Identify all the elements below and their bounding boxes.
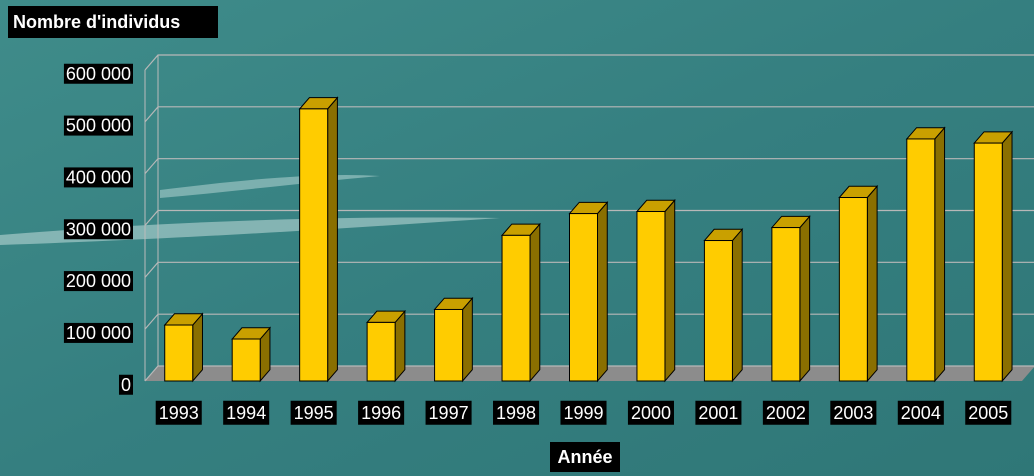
bar bbox=[772, 228, 800, 381]
bar bbox=[839, 198, 867, 381]
bar-side bbox=[665, 200, 675, 381]
x-tick-label: 1998 bbox=[496, 403, 536, 423]
bar-side bbox=[395, 311, 405, 381]
bar-side bbox=[935, 128, 945, 381]
bar bbox=[435, 309, 463, 381]
bar-side bbox=[530, 224, 540, 381]
x-tick-label: 2005 bbox=[968, 403, 1008, 423]
y-tick-label: 0 bbox=[121, 375, 131, 395]
bar-side bbox=[867, 186, 877, 381]
bar-side bbox=[598, 202, 608, 381]
x-tick-label: 2003 bbox=[833, 403, 873, 423]
y-tick-label: 400 000 bbox=[66, 167, 131, 187]
y-tick-label: 500 000 bbox=[66, 116, 131, 136]
x-tick-label: 1999 bbox=[563, 403, 603, 423]
x-tick-label: 1995 bbox=[294, 403, 334, 423]
x-axis-label: Année bbox=[557, 447, 612, 467]
bar bbox=[637, 212, 665, 381]
y-tick-label: 100 000 bbox=[66, 323, 131, 343]
x-tick-label: 1997 bbox=[429, 403, 469, 423]
x-tick-label: 1996 bbox=[361, 403, 401, 423]
bar bbox=[502, 235, 530, 381]
bar bbox=[704, 241, 732, 381]
bar bbox=[367, 322, 395, 381]
bar bbox=[165, 325, 193, 381]
bar-side bbox=[732, 229, 742, 381]
page: Nombre d'individus Année 0 100 000 200 000… bbox=[0, 0, 1034, 476]
y-tick-label: 200 000 bbox=[66, 271, 131, 291]
x-tick-label: 2001 bbox=[698, 403, 738, 423]
bar bbox=[232, 339, 260, 381]
x-tick-label: 1994 bbox=[226, 403, 266, 423]
y-tick-label: 600 000 bbox=[66, 64, 131, 84]
chart: Nombre d'individus Année 0 100 000 200 000… bbox=[0, 0, 1034, 476]
y-tick-label: 300 000 bbox=[66, 219, 131, 239]
bar bbox=[570, 214, 598, 381]
x-tick-label: 2004 bbox=[901, 403, 941, 423]
bar-side bbox=[800, 216, 810, 381]
bar bbox=[300, 109, 328, 381]
x-tick-label: 1993 bbox=[159, 403, 199, 423]
bar-side bbox=[463, 298, 473, 381]
x-tick-label: 2002 bbox=[766, 403, 806, 423]
chart-title: Nombre d'individus bbox=[13, 12, 180, 32]
bar bbox=[974, 143, 1002, 381]
bar bbox=[907, 139, 935, 381]
x-tick-label: 2000 bbox=[631, 403, 671, 423]
bar-side bbox=[1002, 132, 1012, 381]
bar-side bbox=[328, 98, 338, 381]
